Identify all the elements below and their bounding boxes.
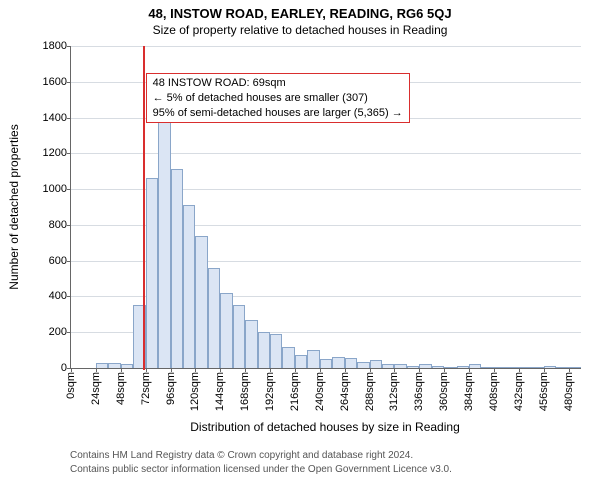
histogram-bar (171, 169, 183, 368)
x-tick-label: 72sqm (140, 372, 152, 405)
histogram-bar (208, 268, 220, 368)
histogram-bar (295, 355, 307, 368)
x-tick-label: 384sqm (463, 372, 475, 411)
histogram-bar (233, 305, 245, 368)
x-tick-label: 264sqm (339, 372, 351, 411)
x-tick-label: 96sqm (165, 372, 177, 405)
callout-box: 48 INSTOW ROAD: 69sqm← 5% of detached ho… (146, 73, 410, 124)
gridline (71, 46, 581, 47)
histogram-bar (320, 359, 332, 368)
footer-line-1: Contains HM Land Registry data © Crown c… (70, 450, 413, 461)
histogram-bar (195, 236, 207, 368)
histogram-bar (481, 367, 493, 368)
y-tick-label: 600 (49, 255, 71, 267)
histogram-bar (332, 357, 344, 368)
x-tick-label: 192sqm (264, 372, 276, 411)
gridline (71, 153, 581, 154)
histogram-bar (506, 367, 518, 368)
x-tick-label: 288sqm (364, 372, 376, 411)
x-axis-label: Distribution of detached houses by size … (70, 420, 580, 434)
x-tick-label: 144sqm (214, 372, 226, 411)
histogram-bar (357, 362, 369, 368)
histogram-plot: 0200400600800100012001400160018000sqm24s… (70, 46, 581, 369)
histogram-bar (146, 178, 158, 368)
x-tick-label: 0sqm (65, 372, 77, 399)
histogram-bar (370, 360, 382, 368)
y-tick-label: 1600 (43, 76, 71, 88)
y-axis-label: Number of detached properties (7, 124, 21, 289)
y-tick-label: 400 (49, 290, 71, 302)
histogram-bar (382, 364, 394, 368)
x-tick-label: 120sqm (189, 372, 201, 411)
histogram-bar (407, 366, 419, 368)
histogram-bar (394, 364, 406, 368)
x-tick-label: 312sqm (388, 372, 400, 411)
page-title: 48, INSTOW ROAD, EARLEY, READING, RG6 5Q… (0, 0, 600, 21)
y-tick-label: 800 (49, 219, 71, 231)
x-tick-label: 48sqm (115, 372, 127, 405)
histogram-bar (108, 363, 120, 368)
histogram-bar (544, 366, 556, 368)
footer-line-2: Contains public sector information licen… (70, 464, 452, 475)
callout-line: 48 INSTOW ROAD: 69sqm (153, 76, 403, 91)
x-tick-label: 456sqm (538, 372, 550, 411)
x-tick-label: 216sqm (289, 372, 301, 411)
histogram-bar (345, 358, 357, 368)
histogram-bar (183, 205, 195, 368)
histogram-bar (432, 366, 444, 368)
histogram-bar (531, 367, 543, 368)
x-tick-label: 24sqm (90, 372, 102, 405)
histogram-bar (419, 364, 431, 368)
histogram-bar (469, 364, 481, 368)
x-tick-label: 240sqm (314, 372, 326, 411)
histogram-bar (121, 364, 133, 368)
histogram-bar (96, 363, 108, 368)
histogram-bar (258, 332, 270, 368)
x-tick-label: 360sqm (438, 372, 450, 411)
histogram-bar (245, 320, 257, 368)
y-tick-label: 1400 (43, 112, 71, 124)
y-tick-label: 1000 (43, 183, 71, 195)
callout-line: 95% of semi-detached houses are larger (… (153, 106, 403, 121)
callout-line: ← 5% of detached houses are smaller (307… (153, 91, 403, 106)
y-tick-label: 1800 (43, 40, 71, 52)
reference-line (143, 46, 145, 370)
histogram-bar (494, 367, 506, 368)
histogram-bar (307, 350, 319, 368)
histogram-bar (270, 334, 282, 368)
x-tick-label: 480sqm (563, 372, 575, 411)
histogram-bar (569, 367, 581, 368)
x-tick-label: 168sqm (239, 372, 251, 411)
chart-subtitle: Size of property relative to detached ho… (0, 21, 600, 37)
x-tick-label: 408sqm (488, 372, 500, 411)
histogram-bar (444, 367, 456, 368)
histogram-bar (519, 367, 531, 368)
histogram-bar (556, 367, 568, 368)
x-tick-label: 336sqm (413, 372, 425, 411)
x-tick-label: 432sqm (513, 372, 525, 411)
histogram-bar (220, 293, 232, 368)
histogram-bar (282, 347, 294, 368)
y-tick-label: 200 (49, 326, 71, 338)
histogram-bar (158, 107, 170, 368)
y-tick-label: 1200 (43, 147, 71, 159)
histogram-bar (457, 366, 469, 368)
